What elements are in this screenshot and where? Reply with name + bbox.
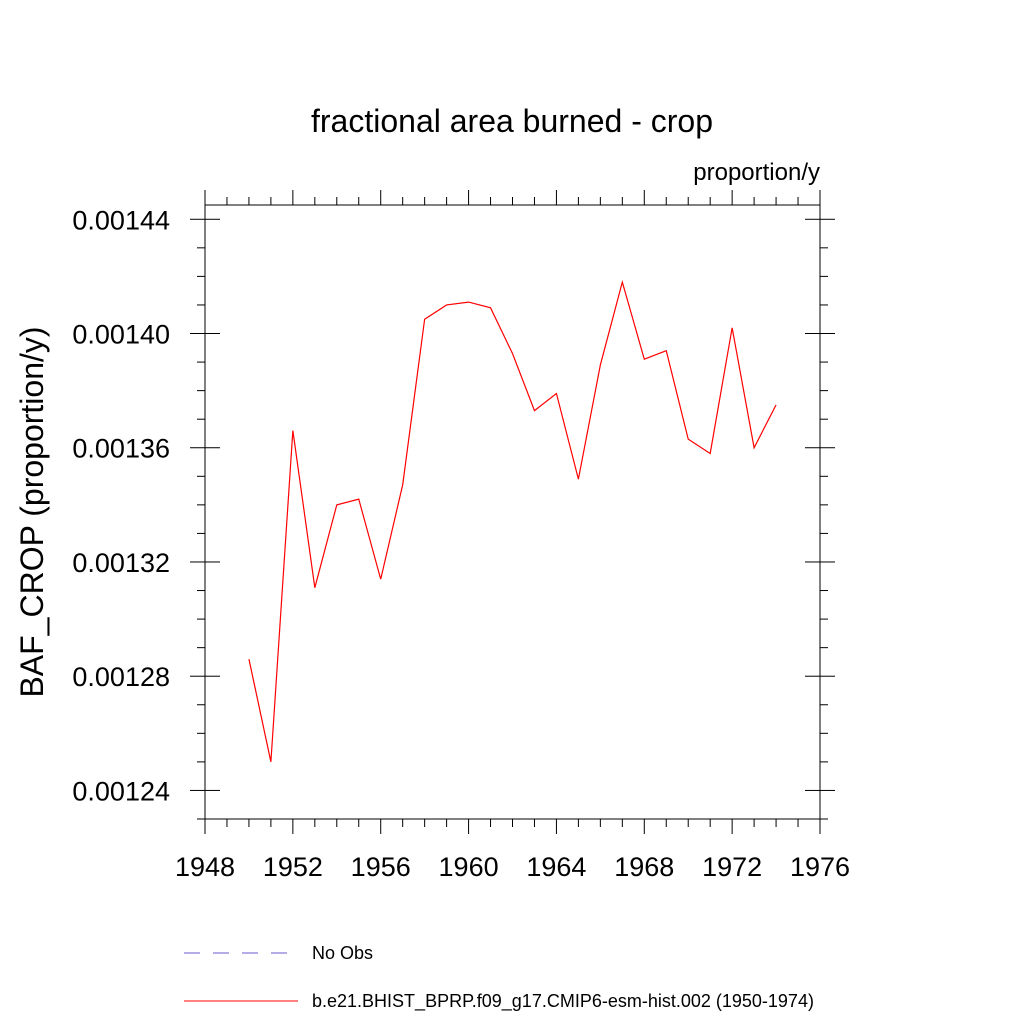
y-tick-label: 0.00124 (72, 776, 170, 806)
y-tick-label: 0.00128 (72, 662, 170, 692)
x-tick-label: 1948 (175, 852, 235, 882)
x-tick-label: 1964 (526, 852, 586, 882)
y-tick-label: 0.00136 (72, 434, 170, 464)
x-tick-label: 1956 (351, 852, 411, 882)
y-tick-label: 0.00144 (72, 205, 170, 235)
plot-frame (204, 204, 821, 820)
y-tick-label: 0.00132 (72, 548, 170, 578)
axis-tick-labels: 1948 1952 1956 1960 1964 1968 1972 1976 0.00124 0… (72, 205, 850, 882)
y-tick-label: 0.00140 (72, 320, 170, 350)
chart-title: fractional area burned - crop (311, 103, 713, 139)
x-tick-label: 1972 (702, 852, 762, 882)
legend-label: b.e21.BHIST_BPRP.f09_g17.CMIP6-esm-hist.… (312, 991, 814, 1012)
x-tick-label: 1968 (614, 852, 674, 882)
units-label: proportion/y (693, 159, 820, 186)
x-tick-label: 1960 (439, 852, 499, 882)
series-line (248, 279, 777, 763)
axis-ticks (190, 190, 835, 834)
legend-label: No Obs (312, 943, 373, 963)
x-tick-label: 1952 (263, 852, 323, 882)
x-tick-label: 1976 (790, 852, 850, 882)
legend: No Obs b.e21.BHIST_BPRP.f09_g17.CMIP6-esm… (184, 943, 814, 1012)
series-layer (248, 279, 777, 763)
y-axis-label: BAF_CROP (proportion/y) (14, 326, 50, 697)
